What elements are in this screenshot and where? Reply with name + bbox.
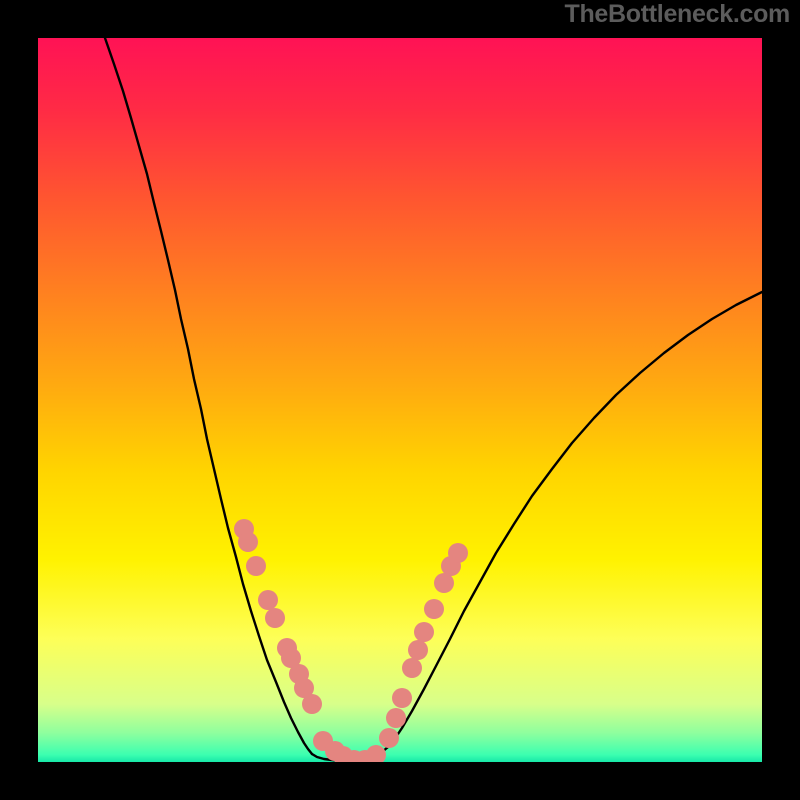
marker-dot [424, 599, 444, 619]
marker-dot [386, 708, 406, 728]
marker-dot [402, 658, 422, 678]
marker-dot [379, 728, 399, 748]
chart-svg [38, 38, 762, 762]
marker-dot [238, 532, 258, 552]
chart-plot-area [38, 38, 762, 762]
marker-dot [246, 556, 266, 576]
marker-dot [408, 640, 428, 660]
watermark-text: TheBottleneck.com [564, 0, 790, 29]
marker-dot [448, 543, 468, 563]
marker-dot [392, 688, 412, 708]
marker-dot [302, 694, 322, 714]
marker-dot [258, 590, 278, 610]
chart-background [38, 38, 762, 762]
marker-dot [265, 608, 285, 628]
marker-dot [414, 622, 434, 642]
